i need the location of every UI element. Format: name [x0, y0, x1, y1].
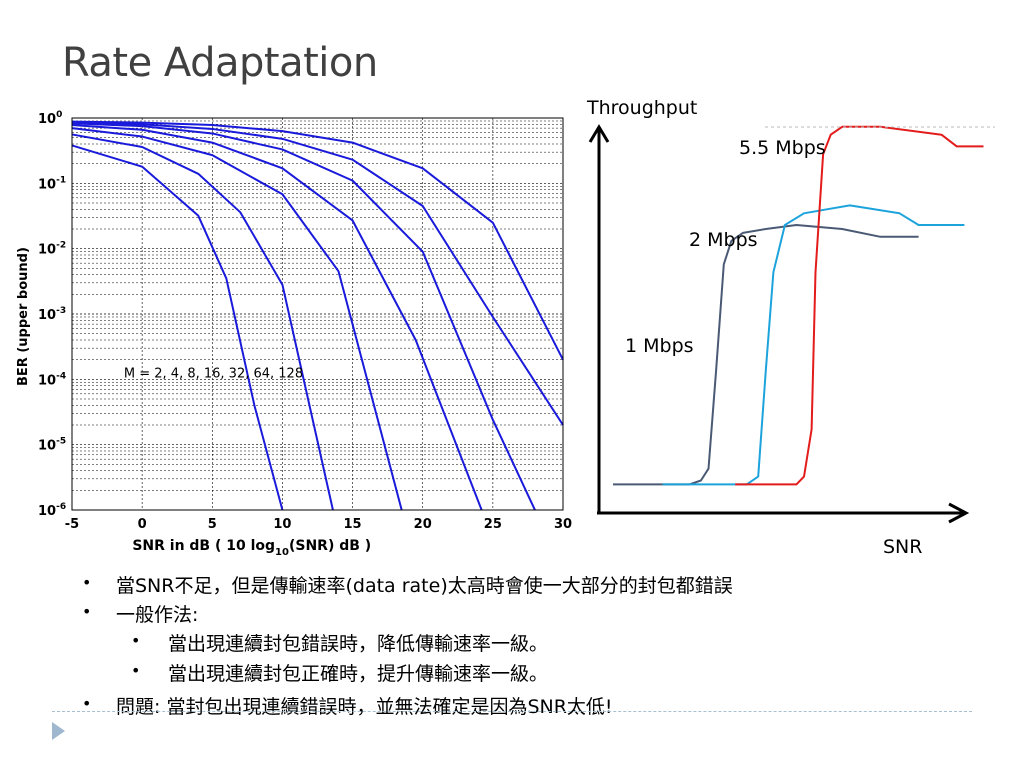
- throughput-y-arrow: [588, 124, 610, 143]
- ber-plot-frame: [71, 117, 564, 511]
- ber-x-tick-label: 10: [273, 517, 291, 532]
- ber-curve: [71, 133, 334, 511]
- ber-x-tick-label: 5: [208, 517, 217, 532]
- ber-curve: [71, 124, 483, 511]
- throughput-series-labels: 1 Mbps 2 Mbps 5.5 Mbps: [625, 137, 826, 357]
- ber-x-tick-label: 0: [138, 517, 147, 532]
- ber-curve: [71, 120, 564, 361]
- ber-y-axis-label: BER (upper bound): [16, 247, 31, 386]
- ber-chart: -5 0 5 10 15 20 25 30 100 10-1 10-2 10-3 10-4 10-5 10-…: [16, 110, 572, 558]
- ber-ticks: -5 0 5 10 15 20 25 30 100 10-1 10-2 10-3 10-4 10-5 10-…: [38, 110, 572, 532]
- bullet-item: 當出現連續封包正確時，提升傳輸速率一級。: [168, 663, 549, 685]
- bullet-marker: •: [82, 602, 92, 621]
- ber-annotation: M = 2, 4, 8, 16, 32, 64, 128: [124, 366, 303, 381]
- ber-x-axis-label: SNR in dB ( 10 log10(SNR) dB ): [132, 538, 371, 558]
- ber-x-tick-label: 20: [414, 517, 432, 532]
- throughput-x-axis-label: SNR: [883, 536, 922, 558]
- throughput-lines: [613, 125, 984, 486]
- ber-grid: [71, 118, 564, 511]
- ber-y-tick-label: 10-1: [38, 175, 66, 192]
- throughput-series-line: [735, 125, 984, 486]
- bullet-item: 一般作法:: [116, 604, 199, 626]
- throughput-x-arrow: [948, 502, 970, 524]
- ber-y-tick-label: 10-5: [38, 437, 66, 454]
- ber-x-tick-label: 30: [554, 517, 572, 532]
- ber-curve: [71, 144, 284, 511]
- ber-y-tick-label: 10-6: [38, 502, 66, 519]
- throughput-chart: Throughput SNR 1 Mbps 2 Mbps 5.5 Mbps: [586, 97, 995, 558]
- throughput-series-label: 5.5 Mbps: [739, 137, 826, 159]
- slide-title: Rate Adaptation: [62, 40, 378, 86]
- ber-x-tick-label: 15: [344, 517, 362, 532]
- ber-y-tick-label: 10-2: [38, 241, 66, 258]
- bullet-marker: •: [82, 573, 92, 592]
- ber-x-tick-label: 25: [484, 517, 502, 532]
- bullet-marker: •: [82, 694, 92, 713]
- throughput-series-line: [662, 204, 965, 486]
- ber-curve: [71, 121, 564, 426]
- ber-y-tick-label: 10-4: [38, 371, 66, 388]
- bullet-item: 問題: 當封包出現連續錯誤時，並無法確定是因為SNR太低!: [116, 696, 613, 718]
- ber-x-tick-label: -5: [65, 517, 79, 532]
- ber-y-tick-label: 10-3: [38, 306, 66, 323]
- throughput-series-line: [613, 224, 919, 486]
- ber-y-tick-label: 100: [38, 110, 62, 127]
- bullet-marker: •: [131, 661, 141, 680]
- bullet-item: 當SNR不足，但是傳輸速率(data rate)太高時會使一大部分的封包都錯誤: [116, 575, 733, 597]
- bullet-marker: •: [131, 631, 141, 650]
- ber-lines: [71, 120, 564, 511]
- throughput-series-label: 1 Mbps: [625, 335, 694, 357]
- ber-curve: [71, 122, 536, 511]
- throughput-y-axis-label: Throughput: [586, 97, 697, 119]
- throughput-series-label: 2 Mbps: [689, 229, 758, 251]
- bullet-item: 當出現連續封包錯誤時，降低傳輸速率一級。: [168, 633, 549, 655]
- footer-triangle-icon: [52, 722, 65, 740]
- ber-curve: [71, 127, 403, 511]
- footer-divider: [52, 711, 972, 712]
